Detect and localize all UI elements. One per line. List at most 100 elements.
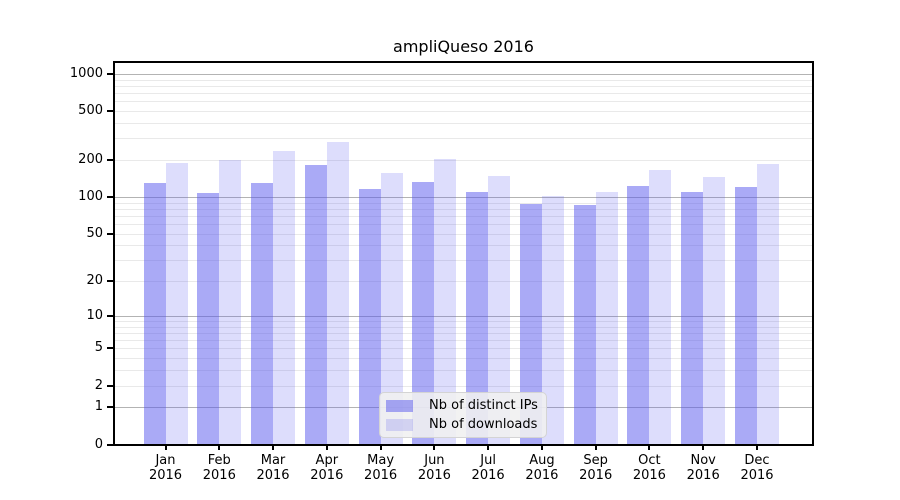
gridline-700 (115, 93, 812, 94)
bar-nb-of-downloads-oct (649, 169, 672, 444)
y-tick-label-200: 200 (78, 152, 103, 167)
gridline-800 (115, 85, 812, 87)
legend: Nb of distinct IPs Nb of downloads (379, 392, 547, 438)
x-tick-oct (648, 445, 651, 450)
gridline-50 (115, 233, 812, 235)
x-tick-jan (164, 445, 167, 450)
bar-nb-of-distinct-ips-jan (143, 182, 166, 444)
bar-nb-of-distinct-ips-jul (466, 192, 489, 444)
bar-nb-of-downloads-mar (273, 151, 295, 444)
x-tick-label-feb: Feb 2016 (202, 453, 236, 483)
gridline-8 (115, 326, 812, 328)
plot-area (113, 61, 814, 446)
y-tick-5 (107, 347, 113, 350)
x-tick-label-jan: Jan 2016 (148, 453, 183, 483)
chart-title: ampliQueso 2016 (393, 37, 534, 56)
x-tick-label-sep: Sep 2016 (579, 453, 613, 483)
gridline-400 (115, 122, 812, 124)
x-tick-label-oct: Oct 2016 (632, 453, 666, 483)
bar-nb-of-downloads-sep (595, 191, 618, 444)
x-tick-dec (756, 445, 758, 450)
bar-nb-of-downloads-apr (326, 142, 349, 444)
y-tick-2 (107, 384, 113, 387)
x-tick-mar (272, 445, 274, 450)
gridline-30 (115, 260, 812, 262)
x-tick-may (379, 445, 382, 450)
y-tick-200 (107, 159, 113, 161)
gridline-10 (115, 315, 812, 317)
gridline-9 (115, 321, 812, 322)
gridline-70 (115, 215, 812, 217)
y-tick-label-50: 50 (86, 225, 103, 241)
gridline-500 (115, 111, 812, 112)
x-tick-label-aug: Aug 2016 (525, 453, 559, 483)
gridline-60 (115, 224, 812, 225)
gridline-100 (115, 196, 812, 198)
bar-nb-of-distinct-ips-oct (627, 185, 650, 444)
gridline-80 (115, 208, 812, 210)
x-tick-aug (540, 445, 543, 450)
y-tick-label-5: 5 (94, 340, 103, 356)
y-tick-label-2: 2 (94, 377, 103, 393)
y-tick-1000 (107, 72, 113, 75)
y-tick-20 (107, 280, 113, 283)
y-tick-100 (107, 195, 113, 198)
x-tick-label-nov: Nov 2016 (686, 453, 720, 483)
bar-nb-of-downloads-jun (434, 158, 457, 444)
bar-nb-of-distinct-ips-dec (735, 187, 757, 444)
bar-nb-of-downloads-nov (703, 176, 726, 444)
gridline-90 (115, 202, 812, 204)
gridline-20 (115, 281, 812, 283)
gridline-5 (115, 348, 812, 350)
gridline-40 (115, 245, 812, 247)
bar-nb-of-distinct-ips-apr (304, 164, 327, 444)
y-tick-label-1000: 1000 (69, 65, 103, 81)
bar-nb-of-distinct-ips-jun (412, 181, 435, 444)
legend-label-distinct-ips: Nb of distinct IPs (429, 398, 538, 413)
bar-nb-of-downloads-aug (541, 196, 564, 444)
gridlines-layer (115, 63, 812, 444)
x-tick-label-dec: Dec 2016 (740, 453, 774, 483)
bar-nb-of-downloads-may (380, 173, 403, 444)
gridline-1000 (115, 73, 812, 75)
y-tick-0 (107, 443, 113, 446)
y-tick-label-10: 10 (86, 307, 103, 323)
gridline-2 (115, 385, 812, 387)
bar-nb-of-distinct-ips-may (358, 189, 381, 444)
gridline-300 (115, 138, 812, 140)
gridline-200 (115, 160, 812, 161)
x-tick-nov (702, 445, 705, 450)
y-tick-label-500: 500 (78, 103, 103, 118)
x-tick-jun (433, 445, 436, 450)
x-tick-label-jun: Jun 2016 (417, 453, 451, 483)
y-tick-label-0: 0 (94, 436, 103, 452)
x-tick-jul (487, 445, 490, 450)
gridline-7 (115, 332, 812, 334)
legend-label-downloads: Nb of downloads (429, 417, 538, 432)
legend-swatch-downloads (386, 419, 413, 431)
gridline-6 (115, 340, 812, 342)
bar-nb-of-distinct-ips-nov (681, 191, 704, 444)
x-tick-label-mar: Mar 2016 (256, 453, 290, 483)
bar-nb-of-downloads-jul (488, 176, 511, 444)
x-tick-feb (218, 445, 221, 450)
x-tick-label-apr: Apr 2016 (310, 453, 344, 483)
legend-entry-downloads: Nb of downloads (386, 417, 540, 433)
gridline-600 (115, 101, 812, 103)
y-tick-50 (107, 232, 113, 235)
y-tick-label-100: 100 (78, 188, 103, 204)
bar-nb-of-downloads-jan (165, 162, 188, 444)
y-tick-1 (107, 406, 113, 409)
bar-nb-of-distinct-ips-mar (251, 182, 273, 444)
legend-entry-distinct-ips: Nb of distinct IPs (386, 398, 540, 414)
bar-nb-of-downloads-feb (219, 160, 242, 444)
y-tick-500 (107, 110, 113, 112)
x-tick-label-may: May 2016 (364, 453, 398, 483)
bar-nb-of-distinct-ips-sep (573, 204, 596, 444)
x-tick-sep (594, 445, 597, 450)
y-tick-label-20: 20 (86, 273, 103, 289)
x-tick-apr (325, 445, 328, 450)
gridline-4 (115, 358, 812, 360)
gridline-900 (115, 79, 812, 81)
